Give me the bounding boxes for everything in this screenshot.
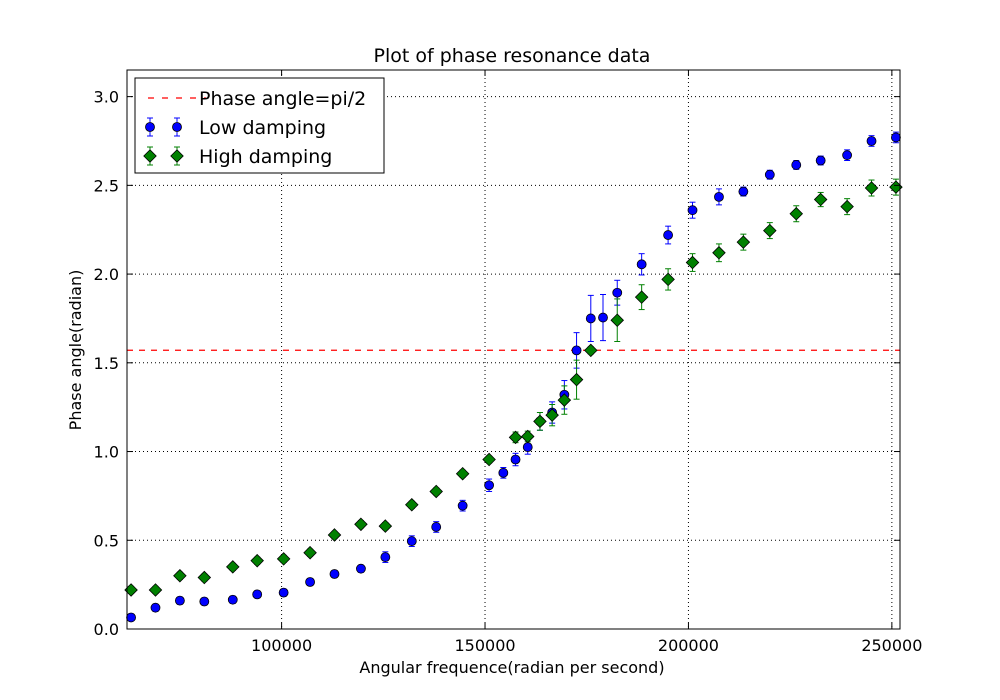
high-damping-point bbox=[327, 528, 342, 542]
legend-label: Low damping bbox=[199, 117, 326, 139]
high-damping-point bbox=[864, 181, 879, 195]
high-damping-point bbox=[569, 372, 584, 387]
low-damping-point bbox=[431, 522, 442, 532]
high-damping-point bbox=[482, 452, 496, 467]
high-damping-point bbox=[197, 570, 212, 585]
y-tick-label: 1.5 bbox=[94, 354, 119, 373]
y-axis-ticks: 0.0 0.5 1.0 1.5 2.0 2.5 3.0 bbox=[94, 88, 900, 639]
chart-title: Plot of phase resonance data bbox=[374, 45, 651, 67]
high-damping-point bbox=[429, 484, 443, 499]
low-damping-point bbox=[571, 345, 582, 356]
plot-area-frame bbox=[126, 69, 901, 630]
legend-high-damping-marker bbox=[170, 149, 184, 163]
low-damping-point bbox=[663, 230, 673, 240]
high-damping-point bbox=[378, 519, 393, 533]
legend-low-damping-marker bbox=[145, 122, 155, 132]
low-damping-point bbox=[406, 536, 417, 547]
legend-high-damping-marker bbox=[143, 149, 157, 163]
y-tick-label: 1.0 bbox=[94, 443, 119, 462]
low-damping-point bbox=[329, 569, 340, 579]
high-damping-point bbox=[584, 343, 598, 358]
high-damping-point bbox=[840, 199, 854, 214]
y-tick-label: 2.0 bbox=[94, 265, 119, 284]
high-damping-point bbox=[508, 430, 523, 445]
high-damping-point bbox=[685, 255, 700, 270]
high-damping-point bbox=[634, 290, 649, 304]
x-axis-label: Angular frequence(radian per second) bbox=[359, 658, 664, 677]
low-damping-point bbox=[305, 577, 315, 587]
high-damping-point bbox=[148, 583, 163, 597]
high-damping-point bbox=[455, 466, 470, 481]
high-damping-point bbox=[610, 313, 625, 327]
low-damping-point bbox=[636, 259, 647, 270]
y-tick-label: 2.5 bbox=[94, 176, 119, 195]
low-damping-point bbox=[585, 313, 596, 324]
legend: Phase angle=pi/2 Low damping High damping bbox=[134, 77, 385, 174]
high-damping-point bbox=[405, 498, 419, 512]
high-damping-point bbox=[533, 414, 547, 429]
legend-label: High damping bbox=[199, 146, 332, 168]
high-damping-point bbox=[557, 393, 572, 407]
low-damping-point bbox=[380, 552, 391, 563]
high-damping-point bbox=[520, 429, 535, 444]
x-axis-ticks: 100000 150000 200000 250000 bbox=[251, 70, 922, 655]
low-damping-point bbox=[126, 612, 136, 623]
low-damping-point bbox=[764, 169, 775, 180]
low-damping-point bbox=[356, 563, 366, 574]
high-damping-point bbox=[276, 552, 291, 566]
high-damping-point bbox=[173, 568, 187, 583]
low-damping-point bbox=[278, 587, 289, 598]
x-tick-label: 150000 bbox=[454, 636, 515, 655]
x-tick-label: 200000 bbox=[658, 636, 719, 655]
y-tick-label: 0.0 bbox=[94, 620, 119, 639]
low-damping-point bbox=[510, 454, 521, 465]
low-damping-point bbox=[252, 589, 263, 600]
low-damping-point bbox=[150, 602, 161, 613]
high-damping-point bbox=[250, 553, 264, 568]
x-tick-label: 100000 bbox=[251, 636, 312, 655]
low-damping-point bbox=[174, 595, 185, 606]
high-damping-point bbox=[712, 246, 726, 260]
high-damping-point bbox=[789, 206, 804, 221]
high-damping-point bbox=[661, 272, 675, 287]
high-damping-point bbox=[354, 517, 368, 532]
high-damping-point bbox=[736, 235, 751, 249]
low-damping-point bbox=[484, 480, 494, 491]
low-damping-point bbox=[842, 150, 853, 161]
y-tick-label: 0.5 bbox=[94, 531, 119, 550]
low-damping-point bbox=[714, 191, 724, 202]
x-tick-label: 250000 bbox=[861, 636, 922, 655]
high-damping-point bbox=[545, 408, 559, 422]
low-damping-point bbox=[891, 132, 901, 143]
low-damping-point bbox=[522, 442, 533, 453]
data-markers bbox=[124, 132, 903, 623]
legend-label: Phase angle=pi/2 bbox=[199, 88, 366, 110]
y-tick-label: 3.0 bbox=[94, 88, 119, 107]
low-damping-point bbox=[738, 186, 749, 197]
low-damping-point bbox=[598, 312, 608, 323]
legend-low-damping-marker bbox=[172, 122, 182, 132]
low-damping-point bbox=[199, 596, 210, 607]
high-damping-point bbox=[763, 223, 777, 238]
high-damping-point bbox=[813, 192, 828, 207]
legend-entries: Phase angle=pi/2 Low damping High damping bbox=[143, 88, 366, 168]
low-damping-point bbox=[815, 155, 826, 166]
high-damping-point bbox=[303, 545, 317, 560]
low-damping-point bbox=[866, 136, 877, 146]
low-damping-point bbox=[687, 205, 698, 216]
low-damping-point bbox=[791, 160, 802, 170]
low-damping-point bbox=[227, 594, 238, 605]
high-damping-point bbox=[226, 560, 240, 574]
low-damping-point bbox=[457, 500, 468, 511]
low-damping-point bbox=[612, 287, 623, 298]
low-damping-point bbox=[498, 467, 509, 478]
y-axis-label: Phase angle(radian) bbox=[66, 270, 85, 431]
